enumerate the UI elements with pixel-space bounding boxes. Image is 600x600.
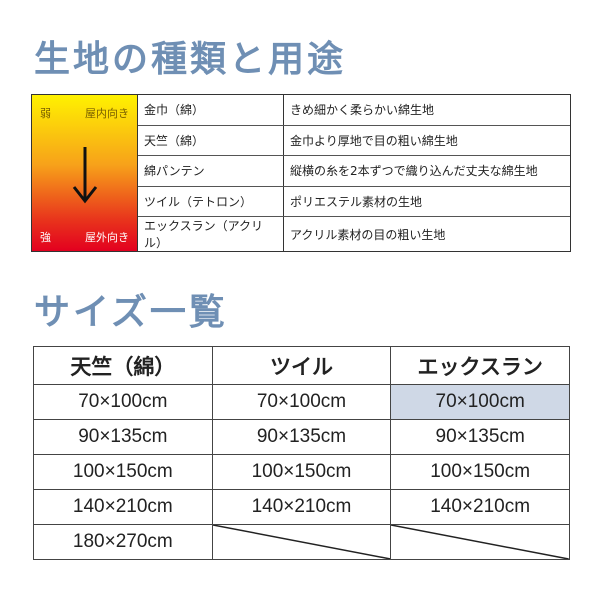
fabric-row: エックスラン（アクリル） アクリル素材の目の粗い生地 [138,217,570,251]
fabric-name: 綿パンテン [138,156,284,186]
size-cell: 140×210cm [33,489,213,525]
fabric-name: 天竺（綿） [138,125,284,155]
fabric-row: ツイル（テトロン） ポリエステル素材の生地 [138,186,570,217]
size-cell: 90×135cm [390,419,570,455]
column-header: エックスラン [390,346,570,385]
table-row: 180×270cm [33,524,570,560]
strong-label: 強 [40,231,51,244]
column-header: 天竺（綿） [33,346,213,385]
fabric-row: 綿パンテン 縦横の糸を2本ずつで織り込んだ丈夫な綿生地 [138,156,570,187]
fabric-row: 天竺（綿） 金巾より厚地で目の粗い綿生地 [138,125,570,156]
fabric-row: 金巾（綿） きめ細かく柔らかい綿生地 [138,95,570,126]
size-cell: 100×150cm [33,454,213,490]
fabric-use: 縦横の糸を2本ずつで織り込んだ丈夫な綿生地 [290,164,538,179]
durability-gradient: 弱 屋内向き 強 屋外向き [32,95,138,251]
table-row: 90×135cm 90×135cm 90×135cm [33,419,570,455]
fabric-table: 弱 屋内向き 強 屋外向き 金巾（綿） きめ細かく柔らかい綿生地 天竺（綿） 金巾よ… [31,94,571,252]
table-row: 70×100cm 70×100cm 70×100cm [33,384,570,420]
fabric-section-title: 生地の種類と用途 [34,39,347,80]
table-row: 140×210cm 140×210cm 140×210cm [33,489,570,525]
size-cell: 90×135cm [211,419,392,455]
arrow-down-icon [72,147,98,204]
fabric-use: ポリエステル素材の生地 [290,194,423,209]
empty-cell-slash [390,524,570,560]
size-cell: 70×100cm [33,384,213,420]
size-cell-highlighted: 70×100cm [390,384,570,420]
size-cell: 90×135cm [33,419,213,455]
weak-label: 弱 [40,107,51,120]
fabric-name: 金巾（綿） [138,95,284,125]
fabric-name: ツイル（テトロン） [138,186,284,216]
size-cell: 180×270cm [33,524,213,560]
size-table: 天竺（綿） ツイル エックスラン 70×100cm 70×100cm 70×100c… [33,346,570,560]
column-header: ツイル [211,346,392,385]
header-row: 天竺（綿） ツイル エックスラン [33,346,570,385]
size-section-title: サイズ一覧 [34,292,228,333]
size-cell: 140×210cm [390,489,570,525]
empty-cell-slash [211,524,392,560]
size-cell: 100×150cm [211,454,392,490]
size-cell: 70×100cm [211,384,392,420]
fabric-name: エックスラン（アクリル） [138,217,284,251]
fabric-use: アクリル素材の目の粗い生地 [290,227,446,242]
fabric-use: 金巾より厚地で目の粗い綿生地 [290,133,458,148]
fabric-use: きめ細かく柔らかい綿生地 [290,103,435,118]
indoor-label: 屋内向き [85,107,129,120]
size-cell: 100×150cm [390,454,570,490]
outdoor-label: 屋外向き [85,231,129,244]
table-row: 100×150cm 100×150cm 100×150cm [33,454,570,490]
size-cell: 140×210cm [211,489,392,525]
